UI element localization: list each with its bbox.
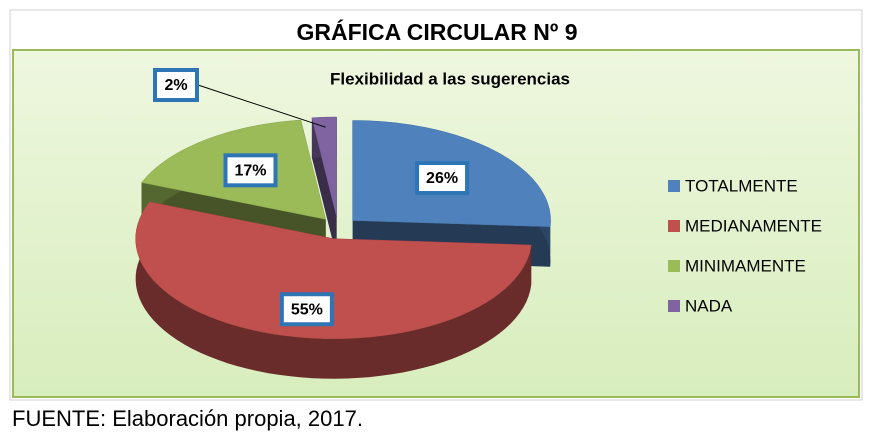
chart-title: GRÁFICA CIRCULAR Nº 9 (297, 18, 578, 45)
legend-label: NADA (685, 296, 733, 315)
legend-swatch (668, 180, 680, 192)
chart-subtitle: Flexibilidad a las sugerencias (330, 69, 570, 88)
data-label: 17% (234, 163, 266, 180)
data-labels: 26% 55% 17% 2% (153, 68, 470, 327)
leader-line (197, 84, 326, 128)
data-label-box (223, 153, 278, 188)
slice (311, 116, 337, 218)
data-label-box (279, 292, 334, 327)
data-label-box (153, 68, 199, 102)
data-label: 26% (426, 170, 458, 187)
slice (135, 201, 532, 339)
legend: TOTALMENTE MEDIANAMENTE MINIMAMENTE NADA (668, 176, 822, 315)
slice-wall (135, 201, 532, 379)
legend-label: MEDIANAMENTE (685, 216, 822, 235)
legend-swatch (668, 300, 680, 312)
legend-label: TOTALMENTE (685, 176, 798, 195)
legend-swatch (668, 260, 680, 272)
data-label: 2% (164, 77, 187, 94)
source-note: FUENTE: Elaboración propia, 2017. (12, 406, 363, 431)
legend-swatch (668, 220, 680, 232)
data-label-box (415, 161, 470, 196)
data-label: 55% (291, 301, 323, 318)
legend-label: MINIMAMENTE (685, 256, 806, 275)
